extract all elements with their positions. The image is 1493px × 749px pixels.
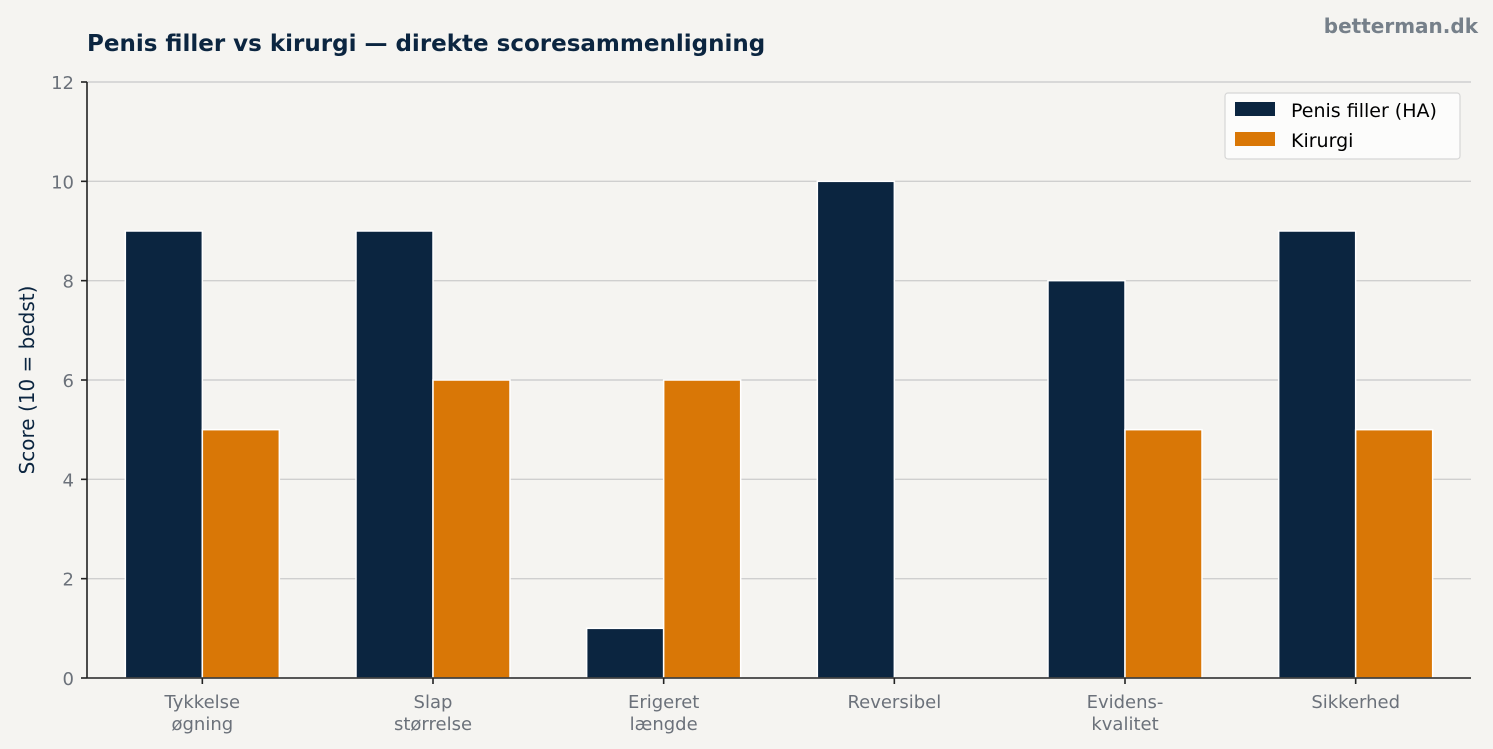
y-tick-label: 10 bbox=[51, 172, 74, 193]
bar-kirurgi bbox=[662, 379, 742, 679]
bar-penis-filler bbox=[1047, 279, 1126, 679]
bar-kirurgi bbox=[1124, 428, 1203, 679]
x-tick-label-line: længde bbox=[630, 714, 698, 735]
x-tick-labels: Tykkelse øgning Slap størrelse Erigeret længd… bbox=[164, 692, 1400, 735]
legend-frame bbox=[1224, 92, 1461, 160]
x-tick-label-line: kvalitet bbox=[1091, 714, 1158, 735]
chart-title: Penis filler vs kirurgi — direkte scores… bbox=[87, 31, 765, 57]
brand-watermark: betterman.dk bbox=[1324, 14, 1479, 38]
x-tick-label-line: Erigeret bbox=[628, 692, 699, 713]
y-axis-label: Score (10 = bedst) bbox=[15, 286, 39, 475]
bar-penis-filler bbox=[1277, 230, 1357, 679]
x-tick-label-line: Tykkelse bbox=[164, 692, 241, 713]
axes bbox=[81, 81, 1471, 684]
x-tick-label-line: Slap bbox=[414, 692, 453, 713]
bar-penis-filler bbox=[124, 230, 204, 679]
bar-penis-filler bbox=[816, 180, 896, 679]
y-tick-label: 6 bbox=[63, 371, 74, 392]
x-tick-label: Sikkerhed bbox=[1311, 692, 1400, 713]
x-tick-label: Reversibel bbox=[847, 692, 941, 713]
bar-kirurgi bbox=[201, 428, 281, 679]
x-tick-label-line: øgning bbox=[171, 714, 233, 735]
bar-penis-filler bbox=[585, 627, 665, 679]
x-tick-label-line: Sikkerhed bbox=[1311, 692, 1400, 713]
y-tick-label: 4 bbox=[63, 470, 74, 491]
legend-label-penis-filler: Penis filler (HA) bbox=[1291, 100, 1437, 122]
x-tick-label-line: Evidens- bbox=[1087, 692, 1164, 713]
bars bbox=[124, 180, 1434, 679]
bar-penis-filler bbox=[355, 230, 434, 679]
x-tick-label: Erigeret længde bbox=[628, 692, 699, 735]
y-tick-label: 2 bbox=[63, 570, 74, 591]
x-tick-label: Tykkelse øgning bbox=[164, 692, 241, 735]
legend: Penis filler (HA) Kirurgi bbox=[1224, 92, 1461, 160]
y-tick-labels: 0 2 4 6 8 10 12 bbox=[51, 73, 74, 690]
bar-kirurgi bbox=[432, 379, 511, 679]
legend-swatch-penis-filler bbox=[1235, 102, 1275, 116]
x-tick-label: Slap størrelse bbox=[394, 692, 472, 735]
y-tick-label: 0 bbox=[63, 669, 74, 690]
y-tick-label: 12 bbox=[51, 73, 74, 94]
bar-kirurgi bbox=[1354, 428, 1434, 679]
x-tick-label-line: størrelse bbox=[394, 714, 472, 735]
x-tick-label-line: Reversibel bbox=[847, 692, 941, 713]
y-tick-label: 8 bbox=[63, 272, 74, 293]
legend-swatch-kirurgi bbox=[1235, 132, 1275, 146]
gridlines bbox=[87, 81, 1471, 580]
legend-label-kirurgi: Kirurgi bbox=[1291, 130, 1353, 152]
x-tick-label: Evidens-kvalitet bbox=[1087, 692, 1164, 735]
